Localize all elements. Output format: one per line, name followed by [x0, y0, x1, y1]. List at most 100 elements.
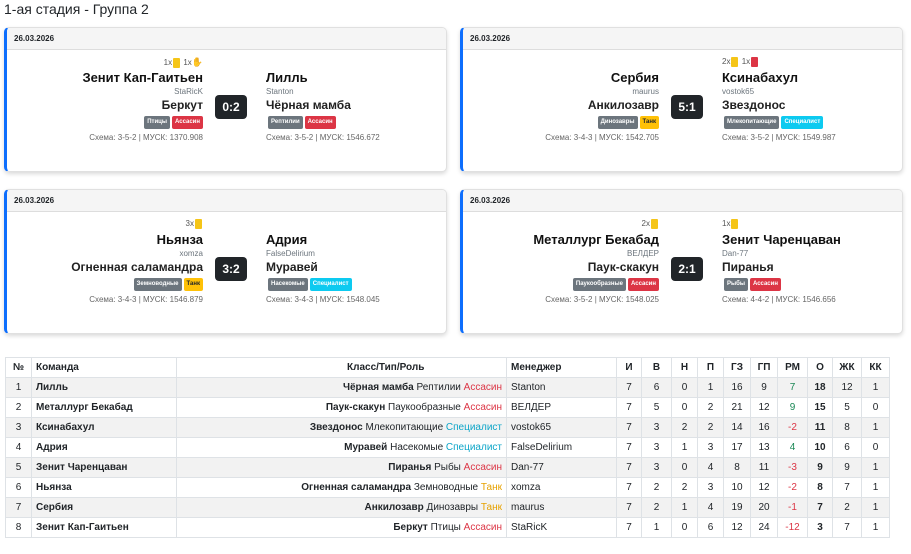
- cell-team[interactable]: Зенит Кап-Гаитьен: [31, 517, 177, 538]
- role-badge: Танк: [639, 116, 659, 129]
- class-name: Паук-скакун: [587, 260, 659, 274]
- table-row: 6 Ньянза Огненная саламандра Земноводные…: [5, 477, 890, 498]
- match-card[interactable]: 26.03.2026 3x Ньянза xomza Огненная сала…: [4, 189, 447, 334]
- table-row: 3 Ксинабахул Звездонос Млекопитающие Спе…: [5, 417, 890, 438]
- cell-class: Пиранья Рыбы Ассасин: [176, 457, 507, 478]
- home-team-block: 2x Металлург Бекабад ВЕЛДЕР Паук-скакун …: [469, 212, 659, 305]
- cell-class: Огненная саламандра Земноводные Танк: [176, 477, 507, 498]
- cell-rank: 7: [5, 497, 32, 518]
- col-header: Класс/Тип/Роль: [176, 357, 507, 378]
- team-name[interactable]: Зенит Чаренцаван: [722, 232, 841, 247]
- cell-games: 7: [616, 417, 642, 438]
- col-header: КК: [861, 357, 890, 378]
- cell-team[interactable]: Лилль: [31, 377, 177, 398]
- red-card-icon: [751, 56, 759, 67]
- cell-wins: 6: [641, 377, 672, 398]
- cell-goals-against: 9: [750, 377, 778, 398]
- team-name[interactable]: Зенит Кап-Гаитьен: [82, 70, 203, 85]
- cell-points: 18: [807, 377, 833, 398]
- manager-name[interactable]: xomza: [179, 249, 203, 258]
- cell-losses: 3: [697, 477, 724, 498]
- match-score[interactable]: 3:2: [215, 257, 247, 281]
- cell-goals-against: 13: [750, 437, 778, 458]
- team-name[interactable]: Лилль: [266, 70, 308, 85]
- cell-team[interactable]: Ксинабахул: [31, 417, 177, 438]
- cell-manager[interactable]: vostok65: [506, 417, 617, 438]
- cell-team[interactable]: Металлург Бекабад: [31, 397, 177, 418]
- cell-team[interactable]: Сербия: [31, 497, 177, 518]
- manager-name[interactable]: vostok65: [722, 87, 755, 96]
- class-name: Муравей: [266, 260, 318, 274]
- cell-goals-for: 17: [723, 437, 751, 458]
- team-name[interactable]: Сербия: [610, 70, 659, 85]
- cell-manager[interactable]: FalseDelirium: [506, 437, 617, 458]
- class-name: Звездонос: [722, 98, 786, 112]
- cell-goal-diff: 9: [777, 397, 808, 418]
- away-team-block: Адрия FalseDelirium Муравей Насекомые Спе…: [266, 212, 446, 305]
- manager-name[interactable]: Stanton: [266, 87, 294, 96]
- team-name[interactable]: Ньянза: [156, 232, 203, 247]
- cell-manager[interactable]: xomza: [506, 477, 617, 498]
- team-name[interactable]: Ксинабахул: [722, 70, 799, 85]
- yellow-card-icon: [731, 218, 739, 229]
- badges: Птицы Ассасин: [13, 116, 203, 129]
- match-card[interactable]: 26.03.2026 2x Металлург Бекабад ВЕЛДЕР П…: [460, 189, 903, 334]
- cell-draws: 0: [671, 377, 698, 398]
- cards-row: [266, 50, 446, 69]
- manager-name[interactable]: StaRicK: [174, 87, 203, 96]
- scheme-text: Схема: 3-4-3 | МУСК: 1548.045: [266, 295, 380, 304]
- cell-losses: 4: [697, 497, 724, 518]
- cell-manager[interactable]: Stanton: [506, 377, 617, 398]
- cell-goals-against: 24: [750, 517, 778, 538]
- cell-rank: 4: [5, 437, 32, 458]
- team-name[interactable]: Адрия: [266, 232, 308, 247]
- manager-name[interactable]: maurus: [632, 87, 659, 96]
- cell-manager[interactable]: ВЕЛДЕР: [506, 397, 617, 418]
- team-name[interactable]: Металлург Бекабад: [533, 232, 659, 247]
- cell-manager[interactable]: maurus: [506, 497, 617, 518]
- role-name: Ассасин: [463, 402, 502, 413]
- page-title: 1-ая стадия - Группа 2: [4, 1, 149, 17]
- cell-class: Муравей Насекомые Специалист: [176, 437, 507, 458]
- role-name: Специалист: [445, 442, 502, 453]
- type-name: Млекопитающие: [365, 422, 444, 433]
- role-name: Специалист: [445, 422, 502, 433]
- badges: Земноводные Танк: [13, 278, 203, 291]
- cell-goals-against: 12: [750, 397, 778, 418]
- class-name: Анкилозавр: [587, 98, 659, 112]
- cell-draws: 0: [671, 517, 698, 538]
- class-name: Пиранья: [388, 462, 432, 473]
- type-name: Рыбы: [434, 462, 461, 473]
- cell-points: 3: [807, 517, 833, 538]
- col-header: О: [807, 357, 833, 378]
- cell-manager[interactable]: Dan-77: [506, 457, 617, 478]
- manager-name[interactable]: ВЕЛДЕР: [626, 249, 659, 258]
- cell-red-cards: 1: [861, 457, 890, 478]
- class-name: Чёрная мамба: [266, 98, 351, 112]
- cell-yellow-cards: 2: [832, 497, 862, 518]
- cell-team[interactable]: Адрия: [31, 437, 177, 458]
- cell-yellow-cards: 9: [832, 457, 862, 478]
- cell-losses: 1: [697, 377, 724, 398]
- cell-goals-for: 8: [723, 457, 751, 478]
- cell-goals-for: 12: [723, 517, 751, 538]
- col-header: Менеджер: [506, 357, 617, 378]
- match-score[interactable]: 2:1: [671, 257, 703, 281]
- cell-team[interactable]: Ньянза: [31, 477, 177, 498]
- cell-games: 7: [616, 437, 642, 458]
- match-score[interactable]: 5:1: [671, 95, 703, 119]
- role-name: Ассасин: [463, 462, 502, 473]
- match-date: 26.03.2026: [463, 190, 902, 212]
- cell-team[interactable]: Зенит Чаренцаван: [31, 457, 177, 478]
- match-card[interactable]: 26.03.2026 Сербия maurus Анкилозавр Дино…: [460, 27, 903, 172]
- type-name: Птицы: [430, 522, 461, 533]
- cards-row: [469, 50, 659, 69]
- match-score[interactable]: 0:2: [215, 95, 247, 119]
- match-card[interactable]: 26.03.2026 1x 1x✋ Зенит Кап-Гаитьен StaR…: [4, 27, 447, 172]
- cards-row: 2x: [469, 212, 659, 231]
- manager-name[interactable]: Dan-77: [722, 249, 749, 258]
- type-name: Земноводные: [413, 482, 479, 493]
- cell-manager[interactable]: StaRicK: [506, 517, 617, 538]
- cell-wins: 3: [641, 457, 672, 478]
- manager-name[interactable]: FalseDelirium: [266, 249, 315, 258]
